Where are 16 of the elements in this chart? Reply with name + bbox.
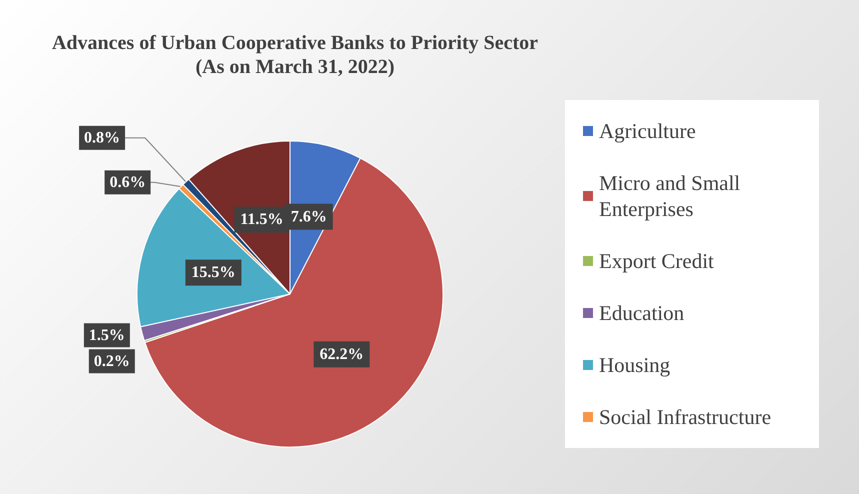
data-label: 62.2% [320,346,364,363]
legend-label: Agriculture [599,119,696,143]
data-label: 0.8% [84,129,120,146]
data-label: 1.5% [88,326,125,344]
data-label: 15.5% [191,264,236,282]
legend-label: Micro and Small Enterprises [599,171,746,221]
data-label: 7.6% [290,208,327,226]
chart-title: Advances of Urban Cooperative Banks to Priority Sector [52,32,538,54]
legend-label: Education [599,301,685,325]
data-label: 0.2% [94,352,130,370]
data-label: 11.5% [240,211,284,228]
legend-label: Export Credit [599,249,714,273]
chart-subtitle: (As on March 31, 2022) [195,56,395,78]
legend-label: Housing [599,353,671,377]
data-label: 0.6% [110,174,146,191]
legend-label: Social Infrastructure [599,405,772,429]
